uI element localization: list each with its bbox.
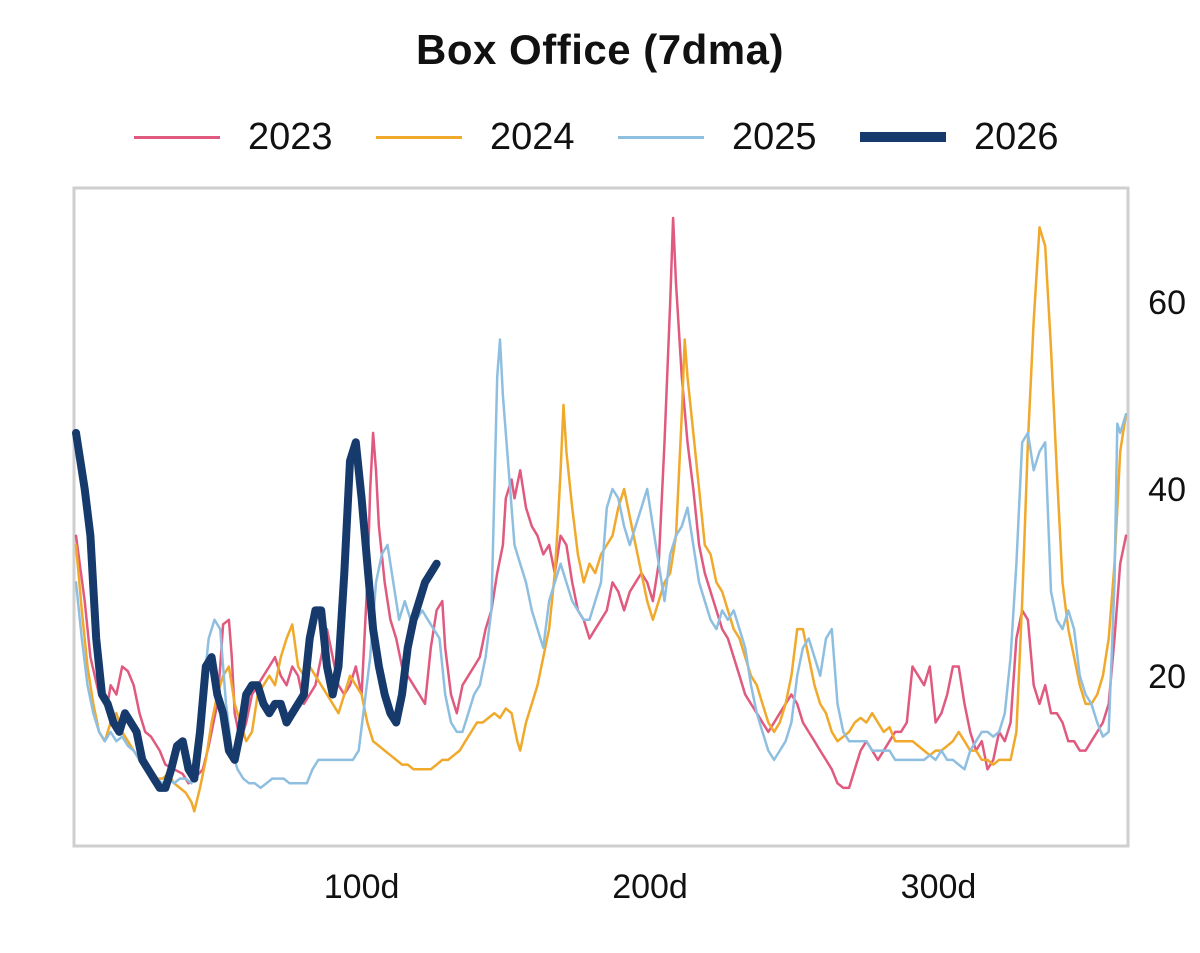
series-line-2024 <box>74 226 1128 813</box>
legend-item-2024: 2024 <box>376 112 575 162</box>
legend-label-2025: 2025 <box>732 115 817 158</box>
legend-item-2025: 2025 <box>618 112 817 162</box>
legend-swatch-2026 <box>860 132 946 142</box>
legend-label-2024: 2024 <box>490 115 575 158</box>
legend-item-2026: 2026 <box>860 112 1059 162</box>
legend-item-2023: 2023 <box>134 112 333 162</box>
legend-swatch-2025 <box>618 135 704 139</box>
legend-label-2026: 2026 <box>974 115 1059 158</box>
series-line-2026 <box>72 428 441 792</box>
x-tick-label: 100d <box>324 868 400 906</box>
y-tick-label: 20 <box>1148 658 1186 696</box>
legend-swatch-2023 <box>134 135 220 139</box>
legend-swatch-2024 <box>376 135 462 139</box>
x-tick-label: 300d <box>901 868 977 906</box>
x-tick-label: 200d <box>612 868 688 906</box>
chart-title: Box Office (7dma) <box>416 26 784 73</box>
x-axis-ticks: 100d 200d 300d <box>324 868 977 906</box>
plot-frame <box>72 186 1130 848</box>
legend: 2023 2024 2025 2026 <box>0 112 1200 162</box>
series-line-2025 <box>74 338 1128 790</box>
legend-label-2023: 2023 <box>248 115 333 158</box>
series-layer <box>72 216 1128 813</box>
y-tick-label: 60 <box>1148 284 1186 322</box>
y-tick-label: 40 <box>1148 471 1186 509</box>
y-axis-ticks: 20 40 60 <box>1148 284 1186 696</box>
series-line-2023 <box>74 216 1128 790</box>
